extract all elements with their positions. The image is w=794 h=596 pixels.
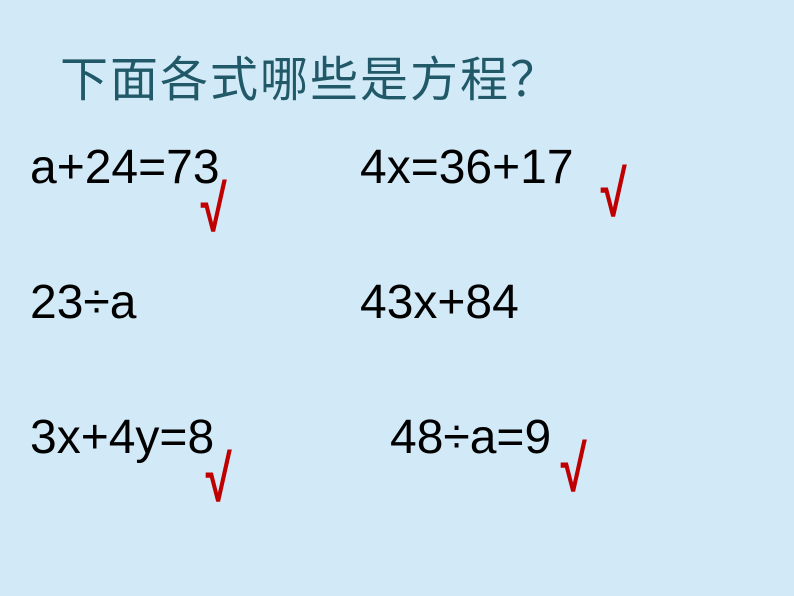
checkmark-icon: √ — [206, 441, 232, 516]
expression-text: 3x+4y=8 — [30, 411, 214, 464]
expression-row: 23÷a 43x+84 — [30, 275, 770, 330]
expression-row: a+24=73 √ 4x=36+17 √ — [30, 140, 770, 195]
expression-row: 3x+4y=8 √ 48÷a=9 √ — [30, 410, 770, 465]
expression-text: 43x+84 — [360, 276, 519, 329]
checkmark-icon: √ — [601, 156, 627, 231]
expression-text: a+24=73 — [30, 141, 220, 194]
expression-cell: a+24=73 √ — [30, 140, 360, 195]
expression-cell: 3x+4y=8 √ — [30, 410, 360, 465]
checkmark-icon: √ — [201, 171, 227, 246]
expression-cell: 43x+84 — [360, 275, 770, 330]
checkmark-icon: √ — [561, 431, 587, 506]
question-title: 下面各式哪些是方程？ — [60, 40, 560, 110]
expressions-grid: a+24=73 √ 4x=36+17 √ 23÷a 43x+84 3x+4y=8… — [30, 140, 770, 465]
expression-text: 23÷a — [30, 276, 136, 329]
expression-cell: 48÷a=9 √ — [360, 410, 770, 465]
expression-cell: 23÷a — [30, 275, 360, 330]
expression-text: 48÷a=9 — [390, 411, 551, 464]
expression-text: 4x=36+17 — [360, 141, 574, 194]
expression-cell: 4x=36+17 √ — [360, 140, 770, 195]
